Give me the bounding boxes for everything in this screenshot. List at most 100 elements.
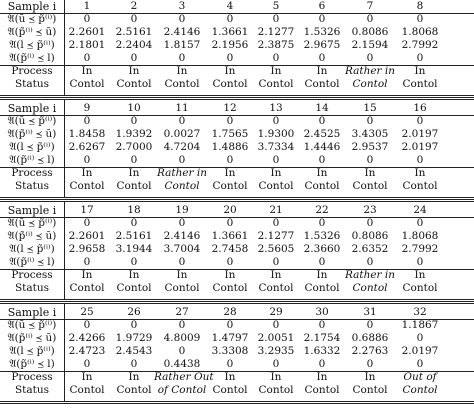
value-cell: 3.4305 xyxy=(351,128,389,140)
value-cell: 1.4886 xyxy=(211,141,249,153)
value-cell: 0 xyxy=(130,358,138,370)
value-cell: 2.3875 xyxy=(257,39,295,51)
status-cell: In xyxy=(224,65,236,77)
value-cell: 2.5161 xyxy=(115,230,153,242)
status-cell: Contol xyxy=(116,180,152,192)
value-cell: 1.5326 xyxy=(303,26,341,38)
status-cell: In xyxy=(414,269,426,281)
table-rule xyxy=(0,319,474,320)
sample-number: 22 xyxy=(315,204,329,216)
table-rule xyxy=(0,167,474,168)
value-cell: 3.1944 xyxy=(115,243,153,255)
value-cell: 0 xyxy=(178,154,186,166)
value-cell: 0 xyxy=(226,154,234,166)
sample-number: 5 xyxy=(272,0,280,12)
status-cell: Contol xyxy=(402,180,438,192)
table-rule xyxy=(0,303,474,304)
status-cell: In xyxy=(81,65,93,77)
value-cell: 0 xyxy=(272,319,280,331)
status-cell: Contol xyxy=(402,78,438,90)
value-cell: 2.7000 xyxy=(115,141,153,153)
row-label-r4: 𝔄(p̃⁽ⁱ⁾ ⪯ l̃) xyxy=(9,52,55,64)
value-cell: 1.3661 xyxy=(211,230,249,242)
sample-number: 28 xyxy=(223,306,237,318)
value-cell: 2.1594 xyxy=(351,39,389,51)
value-cell: 0 xyxy=(178,13,186,25)
value-cell: 0 xyxy=(83,13,91,25)
value-cell: 2.0197 xyxy=(401,128,439,140)
sample-number: 18 xyxy=(127,204,141,216)
status-cell: In xyxy=(270,167,282,179)
value-cell: 0 xyxy=(226,52,234,64)
value-cell: 3.7334 xyxy=(257,141,295,153)
status-cell: In xyxy=(270,269,282,281)
value-cell: 2.9537 xyxy=(351,141,389,153)
value-cell: 0 xyxy=(130,154,138,166)
value-cell: 2.3660 xyxy=(303,243,341,255)
value-cell: 0 xyxy=(226,115,234,127)
value-cell: 4.7204 xyxy=(163,141,201,153)
value-cell: 0 xyxy=(130,217,138,229)
status-cell: Contol xyxy=(352,180,388,192)
value-cell: 0 xyxy=(366,13,374,25)
status-cell: In xyxy=(128,167,140,179)
value-cell: 2.9675 xyxy=(303,39,341,51)
sample-number: 32 xyxy=(413,306,427,318)
value-cell: 0 xyxy=(272,52,280,64)
status-cell: Rather in xyxy=(344,65,396,77)
value-cell: 1.1867 xyxy=(401,319,439,331)
row-label-r1: 𝔄(ũ ⪯ p̃⁽ⁱ⁾) xyxy=(7,319,57,331)
value-cell: 0 xyxy=(178,319,186,331)
row-label-r3: 𝔄(l̃ ⪯ p̃⁽ⁱ⁾) xyxy=(9,141,55,153)
value-cell: 2.2601 xyxy=(68,26,106,38)
row-label-sample: Sample i xyxy=(7,0,57,13)
status-cell: In xyxy=(414,65,426,77)
status-cell: In xyxy=(81,371,93,383)
value-cell: 0 xyxy=(318,52,326,64)
status-cell: In xyxy=(128,65,140,77)
value-cell: 0 xyxy=(130,52,138,64)
value-cell: 0 xyxy=(83,256,91,268)
value-cell: 0 xyxy=(416,52,424,64)
status-cell: Contol xyxy=(258,384,294,396)
value-cell: 1.9392 xyxy=(115,128,153,140)
table-rule xyxy=(0,299,474,300)
status-cell: Contol xyxy=(116,282,152,294)
row-label-status: Status xyxy=(14,180,50,192)
sample-number: 11 xyxy=(175,102,189,114)
value-cell: 0 xyxy=(416,13,424,25)
row-label-process: Process xyxy=(11,371,53,383)
value-cell: 0 xyxy=(416,332,424,344)
value-cell: 2.1277 xyxy=(257,230,295,242)
status-cell: In xyxy=(364,167,376,179)
value-cell: 0 xyxy=(130,13,138,25)
sample-number: 24 xyxy=(413,204,427,216)
value-cell: 1.6332 xyxy=(303,345,341,357)
value-cell: 0 xyxy=(366,115,374,127)
value-cell: 0 xyxy=(318,217,326,229)
sample-number: 20 xyxy=(223,204,237,216)
table-rule xyxy=(0,197,474,198)
row-label-r2: 𝔄(p̃⁽ⁱ⁾ ⪯ ũ) xyxy=(7,128,57,140)
sample-number: 8 xyxy=(416,0,424,12)
value-cell: 3.7004 xyxy=(163,243,201,255)
column-divider xyxy=(64,201,65,300)
value-cell: 0 xyxy=(130,115,138,127)
status-cell: Contol xyxy=(69,282,105,294)
row-label-status: Status xyxy=(14,78,50,90)
value-cell: 1.9300 xyxy=(257,128,295,140)
value-cell: 0.4438 xyxy=(163,358,201,370)
status-cell: In xyxy=(316,371,328,383)
value-cell: 2.2763 xyxy=(351,345,389,357)
value-cell: 0 xyxy=(318,319,326,331)
value-cell: 0.6886 xyxy=(351,332,389,344)
sample-number: 19 xyxy=(175,204,189,216)
status-cell: Contol xyxy=(258,282,294,294)
value-cell: 1.8068 xyxy=(401,26,439,38)
row-label-process: Process xyxy=(11,167,53,179)
row-label-r4: 𝔄(p̃⁽ⁱ⁾ ⪯ l̃) xyxy=(9,256,55,268)
row-label-r2: 𝔄(p̃⁽ⁱ⁾ ⪯ ũ) xyxy=(7,332,57,344)
status-cell: of Contol xyxy=(157,384,207,396)
value-cell: 2.4525 xyxy=(303,128,341,140)
status-cell: Contol xyxy=(258,180,294,192)
